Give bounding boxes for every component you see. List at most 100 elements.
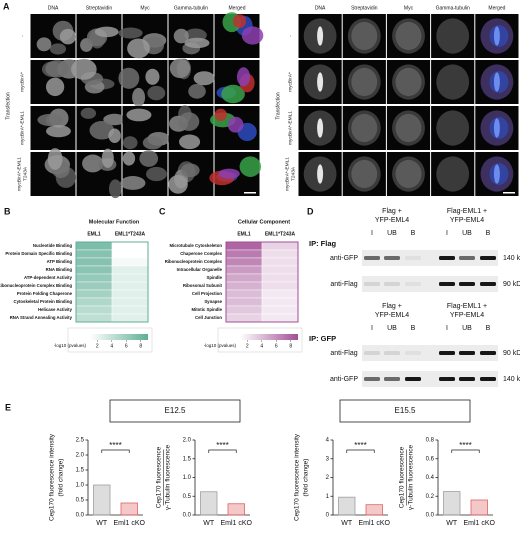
y-axis-label: Cep170 fluorescence bbox=[399, 446, 406, 508]
heatmap-row: Cell Projection bbox=[192, 291, 222, 296]
y-tick-label: 0.0 bbox=[183, 513, 192, 519]
cell bbox=[173, 28, 189, 44]
cell bbox=[395, 67, 422, 97]
size-label: 140 kDa bbox=[503, 255, 520, 262]
cell bbox=[71, 58, 97, 80]
heatmap-column: EML1 bbox=[237, 231, 251, 237]
blot bbox=[362, 371, 498, 387]
heatmap-row: Mitotic Spindle bbox=[191, 307, 222, 312]
heatmap-cell bbox=[111, 313, 149, 323]
y-tick-label: 0.2 bbox=[426, 494, 435, 500]
heatmap-cell bbox=[75, 305, 113, 315]
cell bbox=[49, 43, 67, 55]
heatmap-frame bbox=[75, 241, 149, 323]
scale-bar bbox=[244, 192, 256, 194]
cell bbox=[82, 154, 104, 173]
y-tick-label: 0.0 bbox=[76, 513, 85, 519]
y-tick-label: 1.0 bbox=[76, 483, 85, 489]
y-axis-label: Cep170 fluorescence intensity bbox=[294, 433, 301, 521]
cell bbox=[233, 14, 247, 29]
lane-label: UB bbox=[387, 325, 397, 332]
band bbox=[439, 351, 455, 355]
lane-label: B bbox=[411, 230, 416, 237]
legend-tick-label: 6 bbox=[275, 343, 278, 349]
cell bbox=[46, 124, 71, 138]
heatmap-row: Nucleotide Binding bbox=[33, 243, 73, 248]
cell bbox=[169, 58, 191, 79]
heatmap-cell bbox=[225, 313, 263, 323]
lane-label: B bbox=[486, 230, 491, 237]
cell bbox=[108, 128, 121, 144]
lane-label: UB bbox=[462, 230, 472, 237]
legend-tick-label: 4 bbox=[260, 343, 263, 349]
panel-label: D bbox=[307, 206, 314, 216]
band bbox=[439, 256, 455, 260]
cell bbox=[89, 120, 115, 140]
heatmap-row: Microtubule Cytoskeleton bbox=[169, 243, 222, 248]
y-tick-label: 2.5 bbox=[76, 438, 85, 444]
blot bbox=[362, 276, 498, 292]
y-tick-label: 0.0 bbox=[426, 513, 435, 519]
y-tick-label: 0.6 bbox=[426, 456, 435, 462]
chromosomes bbox=[493, 164, 500, 184]
heatmap-row: Chaperone Complex bbox=[180, 251, 222, 256]
y-tick-label: 1 bbox=[326, 494, 330, 500]
band bbox=[364, 377, 380, 381]
bar bbox=[93, 484, 111, 516]
group-header: Flag + bbox=[382, 208, 402, 215]
cell bbox=[36, 37, 52, 52]
x-tick-label: WT bbox=[203, 520, 215, 527]
y-tick-label: 1.5 bbox=[183, 456, 192, 462]
cell bbox=[145, 68, 160, 85]
cell bbox=[436, 110, 470, 146]
cell bbox=[239, 156, 262, 177]
y-axis-label: Cep170 fluorescence bbox=[156, 446, 163, 508]
row-label: mycBirA* bbox=[287, 72, 293, 92]
heatmap-column: EML1*T243A bbox=[265, 231, 296, 237]
heatmap-row: Ribonucleoprotein Complex Binding bbox=[0, 283, 72, 288]
cell bbox=[395, 159, 422, 189]
group-header: YFP-EML4 bbox=[450, 312, 484, 319]
band bbox=[364, 256, 380, 260]
y-tick-label: 0.8 bbox=[426, 438, 435, 444]
legend-tick-label: 8 bbox=[139, 343, 142, 349]
lane-label: UB bbox=[462, 325, 472, 332]
blot bbox=[362, 250, 498, 266]
chromosomes bbox=[317, 72, 324, 92]
column-header: Gamma-tubulin bbox=[174, 5, 208, 11]
panel-label: B bbox=[4, 206, 11, 216]
cell bbox=[436, 64, 470, 100]
cell bbox=[436, 18, 470, 54]
heatmap-cell bbox=[75, 265, 113, 275]
antibody-label: anti-Flag bbox=[330, 281, 357, 288]
y-tick-label: 2 bbox=[326, 475, 330, 481]
legend-tick-label: 4 bbox=[110, 343, 113, 349]
cell bbox=[122, 136, 138, 150]
heatmap-row: RNA Binding bbox=[46, 267, 73, 272]
band bbox=[405, 377, 421, 381]
lane-label: I bbox=[371, 230, 373, 237]
y-axis-label: γ-Tubulin fluorescence bbox=[408, 445, 415, 511]
row-label: mycBirA* bbox=[19, 72, 25, 92]
x-tick-label: Eml1 cKO bbox=[220, 520, 252, 527]
heatmap-row: ATP-dependent Activity bbox=[24, 275, 73, 280]
y-tick-label: 1.0 bbox=[183, 475, 192, 481]
y-axis-label: (fold change) bbox=[303, 459, 310, 497]
legend-title: -log10 (pvalues) bbox=[204, 343, 237, 348]
x-tick-label: WT bbox=[341, 520, 353, 527]
band bbox=[364, 351, 380, 355]
cell bbox=[126, 108, 152, 122]
heatmap-row: Spindle bbox=[206, 275, 222, 280]
column-header: Merged bbox=[488, 5, 505, 11]
legend-bar bbox=[90, 334, 148, 340]
cell bbox=[103, 113, 126, 126]
heatmap-row: RNA Strand Annealing Activity bbox=[10, 315, 73, 320]
legend-title: -log10 (pvalues) bbox=[54, 343, 87, 348]
heatmap-row: Cytoskeletal Protein Binding bbox=[14, 299, 73, 304]
heatmap-cell bbox=[225, 241, 263, 251]
heatmap-cell bbox=[111, 305, 149, 315]
cell bbox=[178, 112, 200, 131]
heatmap-cell bbox=[225, 273, 263, 283]
cell bbox=[184, 37, 210, 49]
column-header: DNA bbox=[48, 5, 59, 11]
